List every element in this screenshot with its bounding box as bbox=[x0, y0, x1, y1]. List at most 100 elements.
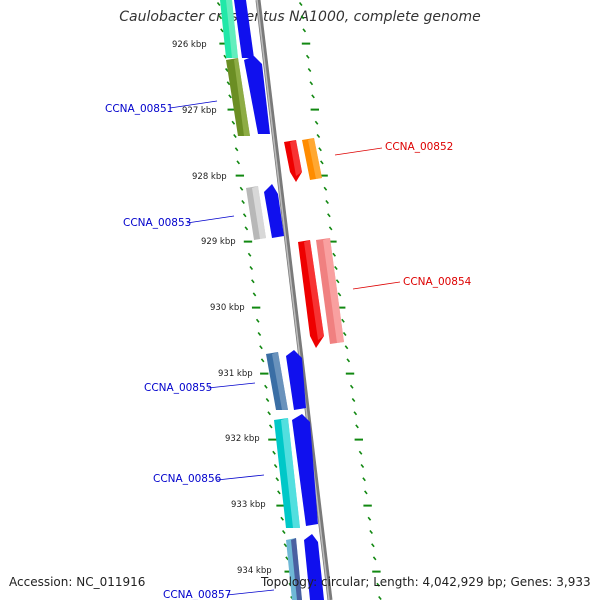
scale-tick bbox=[332, 252, 336, 257]
cds-feature-00854-reverse[interactable] bbox=[298, 240, 324, 348]
kbp-tick-926: 926 kbp bbox=[172, 40, 207, 50]
cds-feature-00853[interactable] bbox=[264, 184, 284, 238]
gene-label-ccna-00855[interactable]: CCNA_00855 bbox=[144, 382, 212, 394]
cog-feature-00854[interactable] bbox=[316, 238, 344, 344]
scale-tick bbox=[225, 68, 229, 72]
scale-tick bbox=[337, 292, 342, 297]
scale-tick bbox=[244, 226, 249, 231]
scale-tick bbox=[275, 477, 280, 482]
scale-tick bbox=[311, 94, 315, 99]
scale-tick bbox=[314, 120, 319, 125]
scale-tick bbox=[378, 596, 382, 600]
gene-label-ccna-00852[interactable]: CCNA_00852 bbox=[385, 141, 453, 153]
scale-tick bbox=[300, 15, 305, 20]
cds-feature-00852-reverse[interactable] bbox=[284, 140, 302, 182]
scale-tick bbox=[236, 160, 241, 165]
scale-tick bbox=[358, 450, 363, 455]
scale-tick bbox=[265, 398, 270, 402]
cds-feature-00857[interactable] bbox=[304, 534, 324, 600]
scale-tick bbox=[260, 358, 265, 363]
scale-tick bbox=[280, 516, 284, 521]
scale-tick bbox=[259, 345, 263, 350]
scale-tick bbox=[349, 384, 354, 389]
gene-label-ccna-00853[interactable]: CCNA_00853 bbox=[123, 217, 191, 229]
scale-tick bbox=[320, 160, 324, 165]
scale-tick bbox=[367, 516, 372, 521]
scale-tick bbox=[323, 186, 328, 191]
cds-feature-00850[interactable] bbox=[234, 0, 254, 58]
scale-tick bbox=[328, 226, 333, 231]
cog-feature-00857[interactable] bbox=[286, 538, 302, 600]
scale-tick bbox=[268, 424, 273, 429]
scale-tick bbox=[305, 54, 310, 59]
kbp-tick-930: 930 kbp bbox=[210, 303, 245, 313]
cog-feature-00851[interactable] bbox=[226, 58, 250, 136]
scale-tick bbox=[233, 134, 237, 138]
scale-tick bbox=[220, 28, 224, 33]
kbp-tick-932: 932 kbp bbox=[225, 434, 260, 444]
gene-label-ccna-00854[interactable]: CCNA_00854 bbox=[403, 276, 472, 288]
scale-tick bbox=[264, 384, 268, 389]
scale-tick bbox=[272, 450, 276, 455]
scale-tick bbox=[273, 464, 278, 468]
scale-tick bbox=[242, 213, 247, 218]
outer-scale-track bbox=[298, 2, 382, 600]
genome-backbone bbox=[255, 0, 333, 600]
genome-summary-text: Topology: circular; Length: 4,042,929 bp… bbox=[261, 575, 591, 589]
scale-tick bbox=[342, 332, 347, 336]
scale-tick bbox=[309, 81, 314, 86]
scale-tick bbox=[231, 120, 236, 125]
scale-tick bbox=[255, 318, 260, 323]
scale-tick bbox=[285, 556, 289, 561]
scale-tick bbox=[371, 543, 375, 548]
gene-label-ccna-00857[interactable]: CCNA_00857 bbox=[163, 589, 231, 600]
scale-tick bbox=[353, 411, 358, 416]
kbp-tick-931: 931 kbp bbox=[218, 369, 253, 379]
cog-feature-00856[interactable] bbox=[274, 418, 300, 528]
scale-tick bbox=[372, 556, 377, 561]
cog-feature-00850[interactable] bbox=[220, 0, 238, 58]
scale-tick bbox=[228, 94, 232, 99]
cds-feature-00855[interactable] bbox=[286, 350, 306, 410]
scale-tick bbox=[335, 279, 340, 284]
scale-tick bbox=[351, 398, 356, 402]
scale-tick bbox=[241, 200, 245, 204]
cds-feature-00851[interactable] bbox=[244, 56, 270, 134]
kbp-tick-928: 928 kbp bbox=[192, 172, 227, 182]
scale-tick bbox=[218, 15, 223, 20]
scale-tick bbox=[369, 530, 373, 534]
gene-label-ccna-00851[interactable]: CCNA_00851 bbox=[105, 103, 173, 115]
scale-tick bbox=[334, 266, 338, 270]
scale-tick bbox=[247, 252, 252, 257]
scale-tick bbox=[307, 68, 312, 72]
scale-tick bbox=[341, 318, 345, 323]
cds-feature-00856[interactable] bbox=[292, 414, 318, 526]
scale-tick bbox=[376, 582, 380, 587]
scale-tick bbox=[249, 266, 254, 270]
scale-tick bbox=[355, 424, 359, 429]
scale-tick bbox=[267, 411, 271, 416]
gene-label-ccna-00856[interactable]: CCNA_00856 bbox=[153, 473, 222, 485]
scale-tick bbox=[362, 477, 366, 482]
map-title: Caulobacter crescentus NA1000, complete … bbox=[119, 9, 481, 25]
scale-tick bbox=[346, 358, 351, 363]
cog-feature-00855[interactable] bbox=[266, 352, 288, 410]
scale-tick bbox=[327, 213, 331, 218]
kbp-tick-933: 933 kbp bbox=[231, 500, 266, 510]
scale-tick bbox=[252, 292, 257, 297]
scale-tick bbox=[281, 530, 286, 534]
cog-feature-00852[interactable] bbox=[302, 138, 322, 180]
kbp-tick-934: 934 kbp bbox=[237, 566, 272, 576]
scale-tick bbox=[364, 490, 368, 495]
scale-tick bbox=[234, 147, 239, 152]
cog-feature-00853[interactable] bbox=[246, 186, 266, 240]
scale-tick bbox=[360, 464, 365, 468]
inner-scale-track bbox=[216, 2, 294, 600]
scale-tick bbox=[257, 332, 262, 336]
accession-text: Accession: NC_011916 bbox=[9, 575, 146, 589]
scale-tick bbox=[318, 147, 322, 152]
scale-tick bbox=[298, 2, 303, 6]
gene-labels[interactable]: CCNA_00851 CCNA_00852 CCNA_00853 CCNA_00… bbox=[105, 103, 472, 600]
